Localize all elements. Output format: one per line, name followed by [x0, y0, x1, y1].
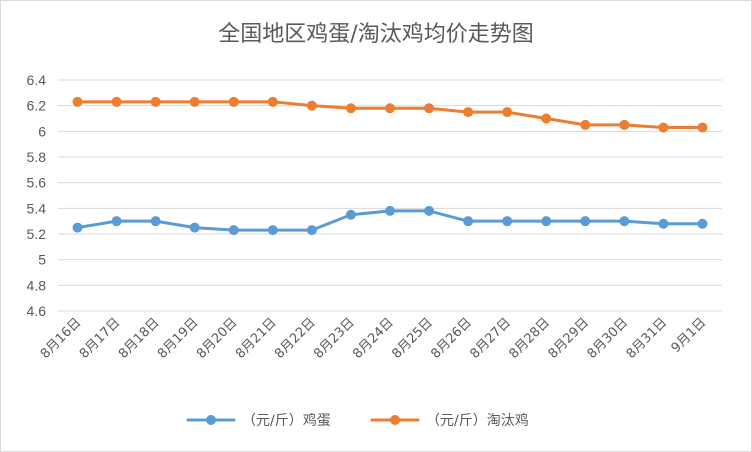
data-point-1 [150, 96, 161, 107]
y-tick-label: 6.2 [27, 98, 47, 114]
legend-label-0: （元/斤）鸡蛋 [242, 412, 331, 429]
x-tick-label: 8月23日 [311, 315, 358, 362]
legend-label-1: （元/斤）淘汰鸡 [426, 412, 529, 429]
data-point-0 [658, 218, 669, 229]
x-tick-label: 8月26日 [428, 315, 475, 362]
y-tick-label: 5 [38, 252, 46, 268]
y-tick-label: 6 [38, 123, 46, 139]
x-tick-label: 8月29日 [546, 315, 593, 362]
data-point-0 [463, 216, 474, 227]
data-point-0 [72, 222, 83, 233]
y-tick-label: 4.8 [27, 277, 47, 293]
data-point-1 [502, 107, 513, 118]
data-point-0 [424, 205, 435, 216]
chart-title: 全国地区鸡蛋/淘汰鸡均价走势图 [218, 22, 534, 47]
y-tick-label: 6.4 [27, 72, 47, 88]
x-tick-label: 8月31日 [624, 315, 671, 362]
data-point-1 [267, 96, 278, 107]
x-tick-label: 8月30日 [585, 315, 632, 362]
data-point-1 [228, 96, 239, 107]
x-tick-label: 8月18日 [116, 315, 163, 362]
data-point-1 [111, 96, 122, 107]
data-point-0 [580, 216, 591, 227]
y-tick-label: 5.8 [27, 149, 47, 165]
legend-marker-0 [206, 415, 216, 425]
x-tick-label: 8月27日 [467, 315, 514, 362]
x-tick-label: 8月21日 [233, 315, 280, 362]
data-point-0 [541, 216, 552, 227]
data-point-1 [306, 100, 317, 111]
x-tick-label: 8月28日 [507, 315, 554, 362]
x-tick-label: 8月17日 [77, 315, 124, 362]
data-point-0 [189, 222, 200, 233]
data-point-1 [619, 119, 630, 130]
x-tick-label: 8月25日 [389, 315, 436, 362]
data-point-1 [385, 103, 395, 114]
data-point-0 [385, 205, 395, 216]
x-tick-label: 8月16日 [38, 315, 85, 362]
data-point-1 [658, 122, 669, 133]
x-tick-label: 8月22日 [272, 315, 319, 362]
data-point-1 [72, 96, 83, 107]
x-tick-label: 8月24日 [350, 315, 397, 362]
data-point-1 [697, 122, 708, 133]
x-tick-label: 8月20日 [194, 315, 241, 362]
data-point-0 [228, 225, 239, 236]
data-point-1 [580, 119, 591, 130]
data-point-1 [541, 113, 552, 124]
legend-marker-1 [390, 415, 400, 425]
y-tick-label: 5.6 [27, 175, 47, 191]
data-point-0 [267, 225, 278, 236]
data-point-0 [111, 216, 122, 227]
data-point-1 [424, 103, 435, 114]
x-tick-label: 9月1日 [669, 315, 710, 356]
data-point-0 [619, 216, 630, 227]
y-tick-label: 4.6 [27, 303, 47, 319]
data-point-1 [345, 103, 356, 114]
data-point-1 [463, 107, 474, 118]
data-point-0 [502, 216, 513, 227]
y-tick-label: 5.2 [27, 226, 47, 242]
data-point-0 [697, 218, 708, 229]
x-tick-label: 8月19日 [155, 315, 202, 362]
data-point-0 [306, 225, 317, 236]
data-point-0 [345, 209, 356, 220]
y-tick-label: 5.4 [27, 200, 47, 216]
data-point-1 [189, 96, 200, 107]
data-point-0 [150, 216, 161, 227]
